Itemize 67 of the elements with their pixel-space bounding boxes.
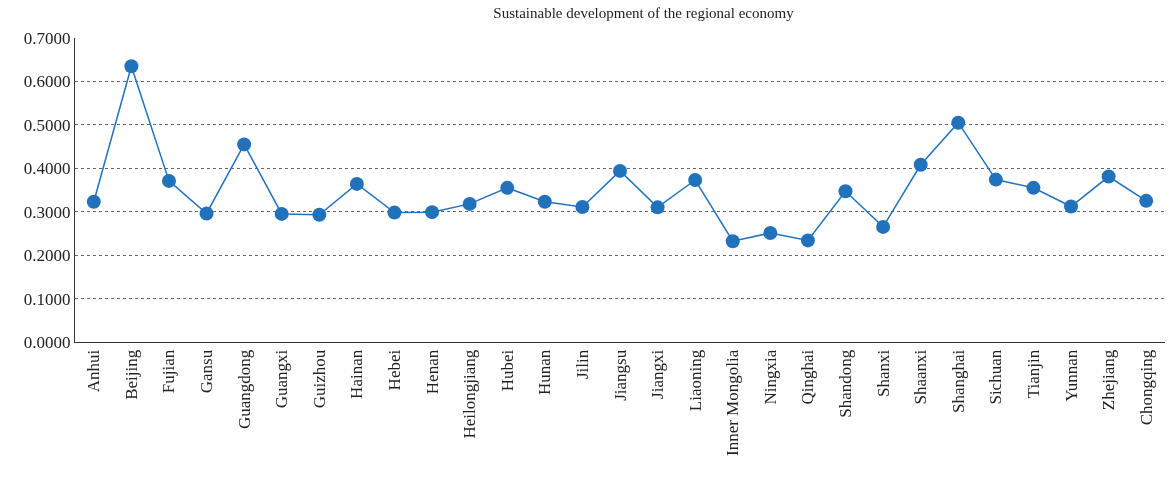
x-tick-label: Hebei: [385, 349, 405, 391]
point: [688, 173, 703, 187]
point: [951, 115, 966, 130]
point: [1101, 169, 1116, 184]
point: [425, 205, 440, 220]
x-tick-label: Hunan: [535, 349, 555, 396]
x-tick-label: Jilin: [572, 349, 592, 380]
x-tick-label: Anhui: [84, 349, 104, 393]
y-tick-label: 0.4000: [23, 159, 71, 179]
x-tick-label: Chongqing: [1136, 349, 1156, 426]
point: [274, 206, 289, 221]
chart-title: Sustainable development of the regional economy: [493, 4, 795, 21]
point: [1139, 193, 1154, 208]
y-tick-label: 0.6000: [23, 72, 71, 92]
point: [650, 200, 665, 215]
x-tick-label: Shanghai: [948, 349, 968, 414]
point: [500, 180, 515, 195]
x-tick-label: Tianjin: [1023, 349, 1043, 399]
point: [312, 207, 327, 222]
y-tick-label: 0.2000: [23, 246, 71, 266]
x-tick-label: Fujian: [159, 349, 179, 394]
point: [237, 137, 252, 152]
x-tick-label: Henan: [422, 349, 442, 395]
x-tick-label: Jiangsu: [610, 349, 630, 401]
point: [387, 205, 402, 220]
x-tick-label: Shandong: [836, 349, 856, 418]
point: [988, 172, 1003, 187]
y-tick-label: 0.0000: [23, 332, 71, 352]
y-tick-label: 0.1000: [23, 289, 71, 309]
x-tick-label: Hainan: [347, 349, 367, 399]
x-tick-label: Heilongjiang: [460, 349, 480, 439]
x-tick-label: Guizhou: [309, 349, 329, 409]
x-tick-label: Hubei: [497, 349, 517, 392]
x-tick-label: Gansu: [197, 349, 217, 394]
point: [800, 233, 815, 248]
y-tick-label: 0.5000: [23, 115, 71, 135]
point: [725, 234, 740, 249]
y-tick-label: 0.3000: [23, 202, 71, 222]
x-tick-label: Guangdong: [234, 349, 254, 430]
point: [537, 194, 552, 209]
point: [913, 157, 928, 172]
x-tick-label: Guangxi: [272, 349, 292, 409]
x-tick-label: Shanxi: [873, 349, 893, 398]
x-tick-label: Jiangxi: [648, 349, 668, 399]
point: [86, 194, 101, 209]
x-tick-label: Inner Mongolia: [723, 349, 743, 457]
point: [349, 176, 364, 191]
x-tick-label: Liaoning: [685, 349, 705, 412]
point: [124, 59, 139, 74]
x-tick-label: Qinghai: [798, 349, 818, 405]
x-tick-label: Zhejiang: [1099, 349, 1119, 411]
point: [763, 225, 778, 240]
point: [1026, 180, 1041, 195]
point: [876, 219, 891, 234]
point: [462, 196, 477, 211]
point: [1064, 199, 1079, 214]
x-tick-label: Sichuan: [986, 349, 1006, 405]
x-tick-label: Beijing: [121, 349, 141, 400]
point: [199, 206, 214, 221]
point: [575, 199, 590, 214]
point: [161, 173, 176, 188]
x-tick-label: Ningxia: [760, 349, 780, 405]
y-tick-label: 0.7000: [23, 28, 71, 48]
point: [613, 163, 627, 178]
x-tick-label: Shaanxi: [911, 349, 931, 405]
x-tick-label: Yunnan: [1061, 349, 1081, 402]
point: [838, 184, 853, 199]
